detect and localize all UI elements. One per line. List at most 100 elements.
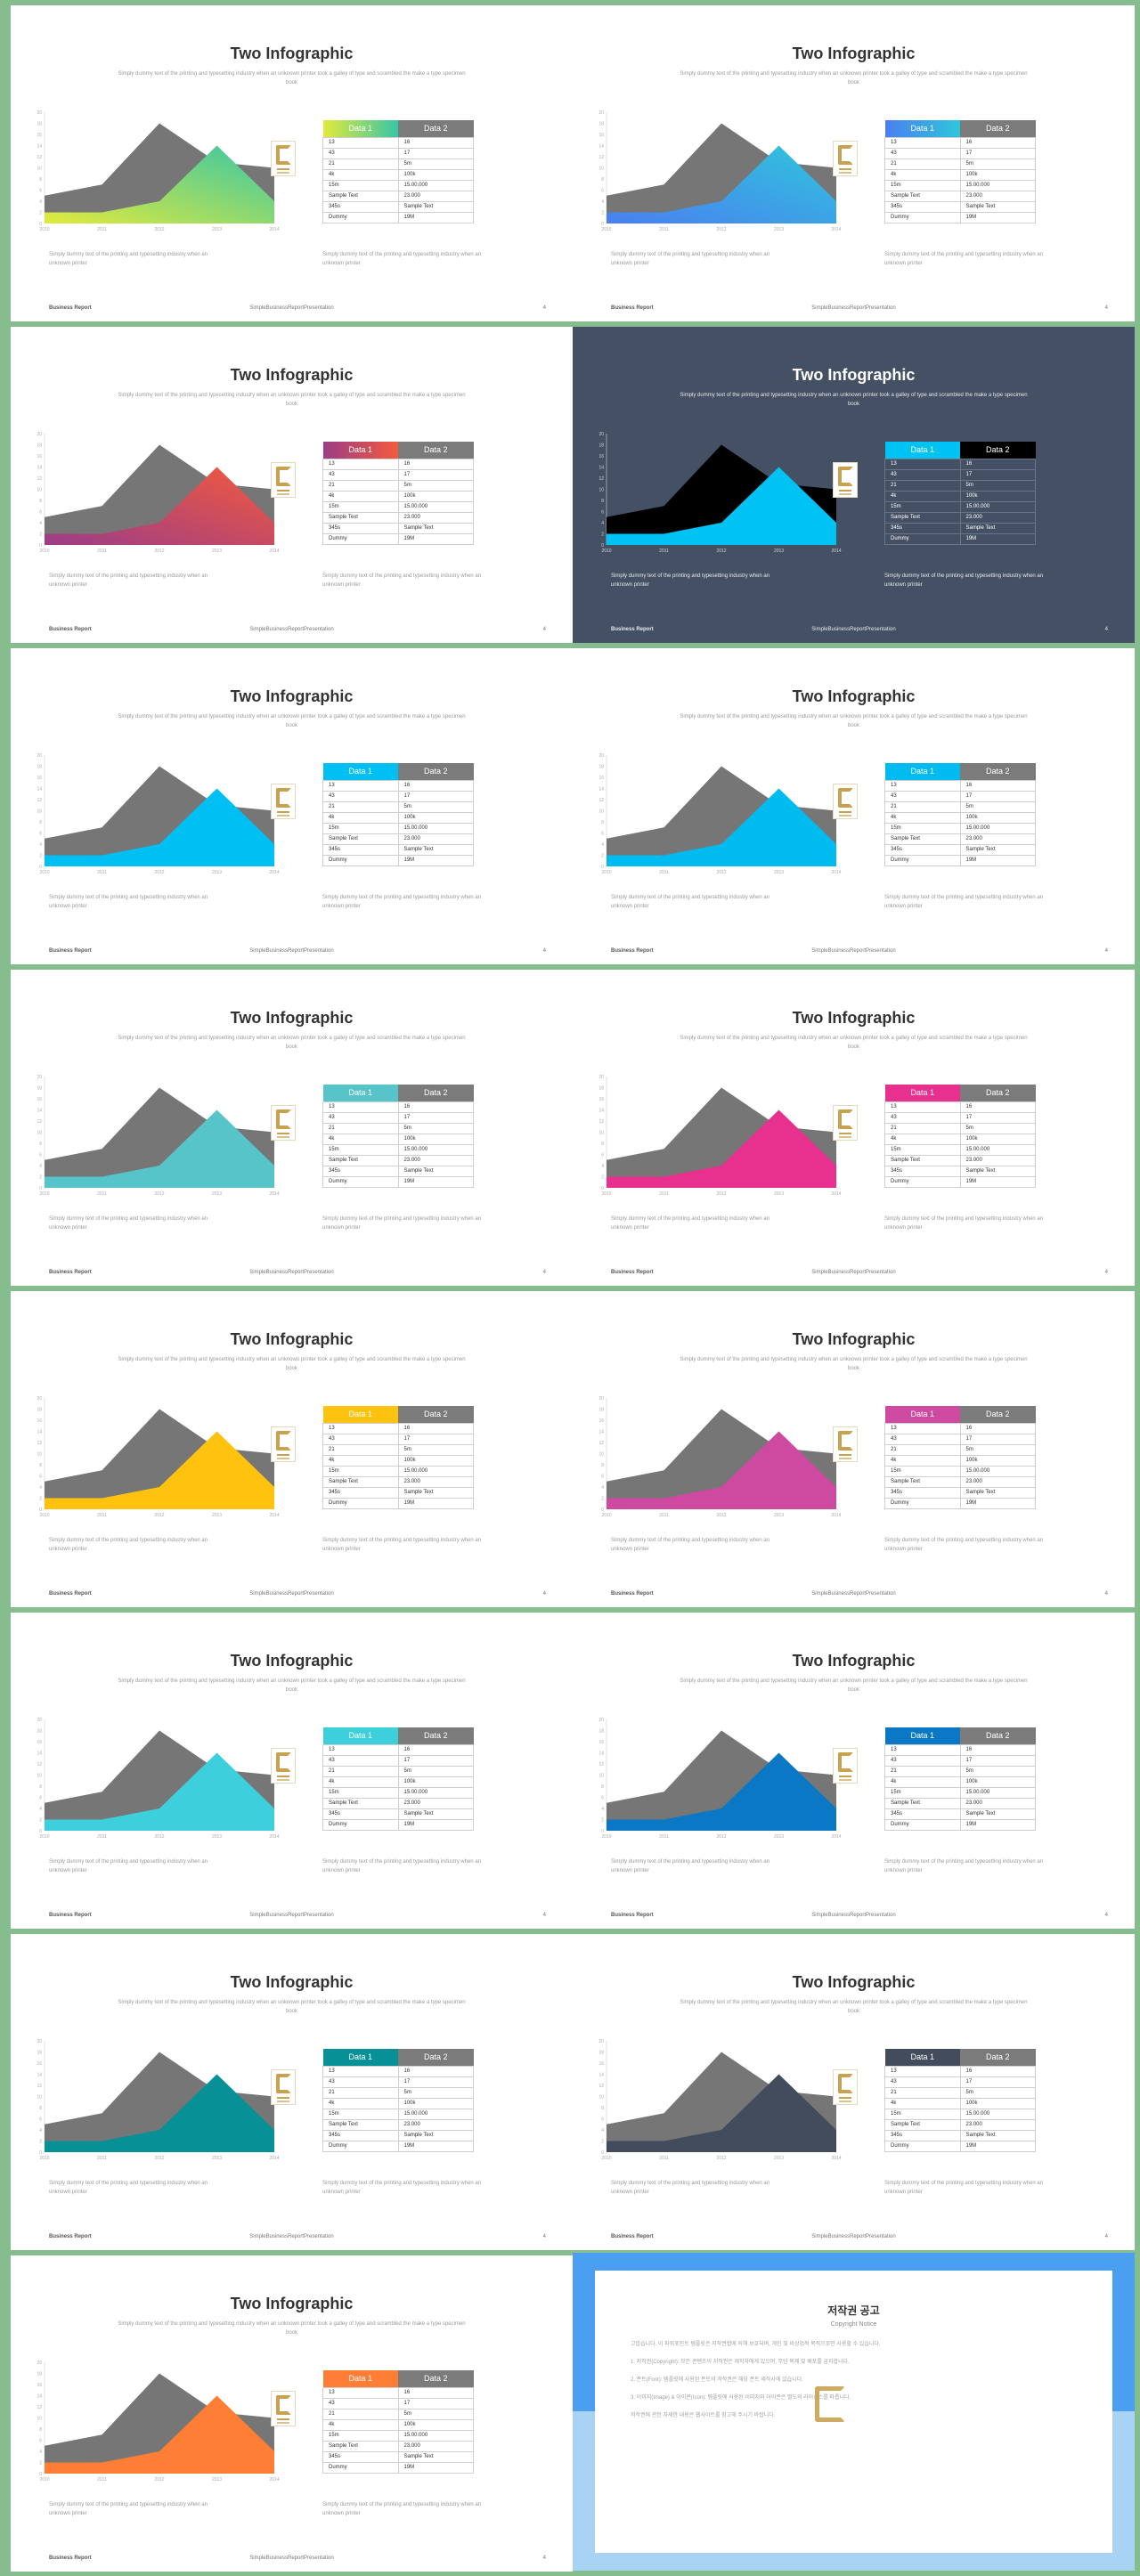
data-table: Data 1 Data 2 13 16 43 17 21 5m 4k 100k 15m 15.00.0… (322, 1727, 474, 1831)
y-tick-label: 6 (39, 189, 42, 194)
y-tick-label: 16 (598, 1418, 604, 1424)
logo-bar (839, 172, 851, 174)
table-row: 345s Sample Text (322, 1165, 474, 1177)
table-cell: 21 (884, 158, 961, 170)
table-cell: 100k (397, 2097, 474, 2109)
x-tick-label: 2011 (97, 870, 107, 875)
table-cell: 43 (322, 2076, 399, 2088)
header-data-1: Data 1 (322, 2049, 398, 2066)
table-cell: 23.000 (397, 190, 474, 202)
table-cell: 4k (884, 168, 961, 181)
table-cell: Sample Text (397, 2129, 474, 2141)
logo-bar (839, 490, 851, 492)
y-tick-label: 14 (37, 2394, 42, 2400)
slide-10: Two Infographic Simply dummy text of the … (573, 1291, 1135, 1607)
table-row: 4k 100k (884, 168, 1036, 181)
y-tick-label: 2 (39, 1175, 42, 1181)
logo-bar (839, 168, 851, 170)
table-row: 43 17 (322, 1111, 474, 1124)
table-cell: 15m (884, 1465, 961, 1477)
y-tick-label: 0 (39, 222, 42, 227)
header-data-2: Data 2 (398, 2049, 474, 2066)
copyright-title: 저작권 공고 (827, 2304, 880, 2317)
x-tick-label: 2014 (831, 227, 841, 232)
x-tick-label: 2011 (659, 1191, 669, 1197)
y-tick-label: 4 (39, 2128, 42, 2133)
area-chart: 0 2 4 6 8 10 12 14 16 18 20 2010 2011 2012 2013 2014 (598, 1075, 841, 1197)
table-cell: 21 (322, 1443, 399, 1456)
footer-center: SimpleBusinessReportPresentation (811, 627, 896, 632)
logo-icon (833, 141, 858, 176)
caption-left: Simply dummy text of the printing and ty… (611, 1538, 770, 1552)
x-tick-label: 2013 (774, 870, 784, 875)
caption-right: Simply dummy text of the printing and ty… (884, 2181, 1044, 2195)
y-tick-label: 2 (39, 2461, 42, 2466)
x-tick-label: 2014 (269, 1513, 279, 1518)
logo-bar (277, 815, 289, 817)
table-cell: 15m (884, 1786, 961, 1799)
table-cell: 4k (884, 2097, 961, 2109)
table-cell: 23.000 (397, 1475, 474, 1488)
footer-center: SimpleBusinessReportPresentation (811, 305, 896, 311)
x-tick-label: 2012 (154, 2156, 164, 2161)
y-tick-label: 14 (37, 1751, 42, 1757)
table-cell: 13 (884, 1422, 961, 1434)
data-table: Data 1 Data 2 13 16 43 17 21 5m 4k 100k 15m 15.00.0… (322, 120, 474, 223)
table-row: 13 16 (322, 1743, 474, 1756)
logo-icon (271, 1748, 296, 1784)
slide-title: Two Infographic (230, 366, 354, 384)
x-tick-label: 2013 (212, 1513, 222, 1518)
logo-bar (839, 1458, 851, 1459)
logo-c-shape (276, 2074, 291, 2093)
table-row: 21 5m (322, 158, 474, 170)
slide-subtitle: Simply dummy text of the printing and ty… (680, 1036, 1028, 1050)
table-row: 13 16 (322, 779, 474, 792)
table-cell: 21 (884, 1765, 961, 1777)
table-cell: Dummy (322, 211, 399, 223)
table-row: 43 17 (884, 2076, 1036, 2088)
table-cell: 13 (884, 2065, 961, 2077)
table-row: Dummy 19M (884, 1497, 1036, 1509)
table-row: 15m 15.00.000 (884, 1786, 1036, 1799)
table-row: 43 17 (884, 468, 1036, 481)
table-row: 21 5m (884, 1765, 1036, 1777)
y-tick-label: 12 (37, 1119, 42, 1125)
table-cell: 5m (397, 479, 474, 492)
header-data-2: Data 2 (398, 442, 474, 459)
slide-title: Two Infographic (792, 45, 916, 62)
table-cell: 100k (397, 2418, 474, 2431)
table-row: 345s Sample Text (322, 843, 474, 856)
y-tick-label: 2 (39, 532, 42, 538)
y-tick-label: 6 (39, 1153, 42, 1158)
y-tick-label: 0 (601, 1507, 604, 1513)
y-tick-label: 0 (39, 865, 42, 870)
table-cell: 17 (959, 468, 1036, 481)
logo-bar (839, 811, 851, 813)
area-series-2 (607, 1752, 836, 1831)
table-cell: 4k (322, 1776, 399, 1788)
y-tick-label: 12 (598, 1762, 604, 1767)
y-tick-label: 20 (37, 432, 42, 437)
logo-bar (277, 811, 289, 813)
slide-subtitle: Simply dummy text of the printing and ty… (118, 1357, 466, 1371)
table-row: Sample Text 23.000 (322, 1154, 474, 1166)
table-cell: 21 (322, 158, 399, 170)
table-cell: 43 (322, 147, 399, 159)
table-row: 13 16 (322, 1101, 474, 1113)
table-cell: 19M (959, 1175, 1036, 1188)
table-cell: 17 (397, 790, 474, 802)
y-tick-label: 20 (37, 1396, 42, 1402)
y-tick-label: 0 (39, 2472, 42, 2477)
table-row: 345s Sample Text (884, 522, 1036, 534)
table-cell: 4k (884, 1133, 961, 1145)
copyright-paragraph: 저작권에 관한 자세한 내용은 웹사이트를 참고해 주시기 바랍니다. (631, 2413, 776, 2418)
logo-c-shape (838, 1752, 853, 1772)
logo-bar (277, 1779, 289, 1781)
y-tick-label: 20 (37, 753, 42, 759)
logo-c-shape (838, 467, 853, 486)
logo-bar (839, 1454, 851, 1456)
y-tick-label: 0 (601, 222, 604, 227)
x-tick-label: 2013 (212, 2156, 222, 2161)
table-cell: 4k (884, 1776, 961, 1788)
table-row: 15m 15.00.000 (322, 1786, 474, 1799)
